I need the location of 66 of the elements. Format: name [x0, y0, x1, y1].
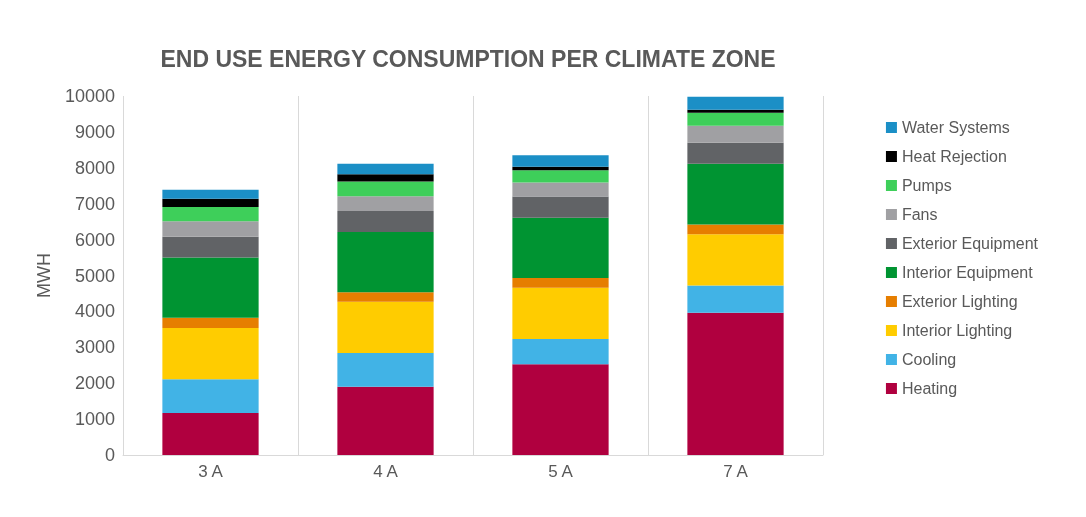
y-tick-label: 0: [104, 445, 115, 465]
bar: [512, 287, 609, 340]
legend-label: Water Systems: [901, 119, 1010, 136]
bar: [162, 379, 259, 413]
y-axis-title: MWH: [34, 253, 54, 298]
x-tick-label: 3 A: [198, 462, 224, 481]
bar: [162, 189, 259, 199]
bar: [687, 142, 784, 164]
bar: [162, 327, 259, 380]
bar: [687, 112, 784, 126]
bar: [512, 182, 609, 197]
x-tick-label: 5 A: [548, 462, 574, 481]
bar: [337, 181, 434, 197]
bar: [512, 170, 609, 183]
bar: [512, 339, 609, 365]
y-tick-label: 2000: [74, 373, 115, 394]
bar: [512, 196, 609, 218]
bar: [337, 232, 434, 293]
bar: [687, 224, 784, 235]
bar: [162, 236, 259, 258]
y-tick-label: 6000: [74, 229, 115, 250]
bar: [162, 257, 259, 318]
y-tick-label: 3000: [74, 337, 115, 358]
bar: [162, 206, 259, 222]
y-tick-label: 9000: [74, 121, 115, 142]
y-tick-label: 8000: [74, 157, 115, 178]
legend-label: Heating: [901, 380, 958, 397]
bar: [162, 198, 259, 207]
bar: [687, 125, 784, 143]
bar: [337, 196, 434, 211]
legend-label: Exterior Lighting: [901, 293, 1018, 310]
bar: [337, 353, 434, 387]
legend-label: Exterior Equipment: [901, 235, 1039, 252]
bar: [337, 292, 434, 302]
bar: [687, 234, 784, 286]
legend-label: Interior Lighting: [901, 322, 1013, 339]
legend-label: Pumps: [901, 177, 952, 194]
chart-title: END USE ENERGY CONSUMPTION PER CLIMATE ZONE: [160, 46, 776, 72]
bar: [512, 155, 609, 167]
y-tick-label: 5000: [74, 265, 115, 286]
y-tick-label: 10000: [64, 86, 115, 106]
legend-label: Cooling: [901, 351, 957, 368]
x-tick-label: 4 A: [373, 462, 399, 481]
bar: [337, 210, 434, 233]
bar: [337, 174, 434, 182]
bar: [337, 386, 434, 455]
bar: [162, 221, 259, 237]
bar: [687, 96, 784, 110]
bar: [512, 217, 609, 279]
legend-label: Interior Equipment: [901, 264, 1034, 281]
bar: [687, 285, 784, 313]
bar: [512, 278, 609, 288]
legend-label: Heat Rejection: [901, 148, 1007, 165]
legend-label: Fans: [901, 206, 938, 223]
bar: [687, 163, 784, 225]
bar: [687, 109, 784, 113]
bar: [687, 312, 784, 455]
bar: [337, 163, 434, 175]
bar: [337, 301, 434, 354]
x-tick-label: 7 A: [723, 462, 749, 481]
y-tick-label: 4000: [74, 301, 115, 322]
y-tick-label: 1000: [74, 409, 115, 430]
y-tick-label: 7000: [74, 193, 115, 214]
bar: [512, 364, 609, 455]
bar: [162, 317, 259, 328]
bar: [162, 413, 259, 455]
